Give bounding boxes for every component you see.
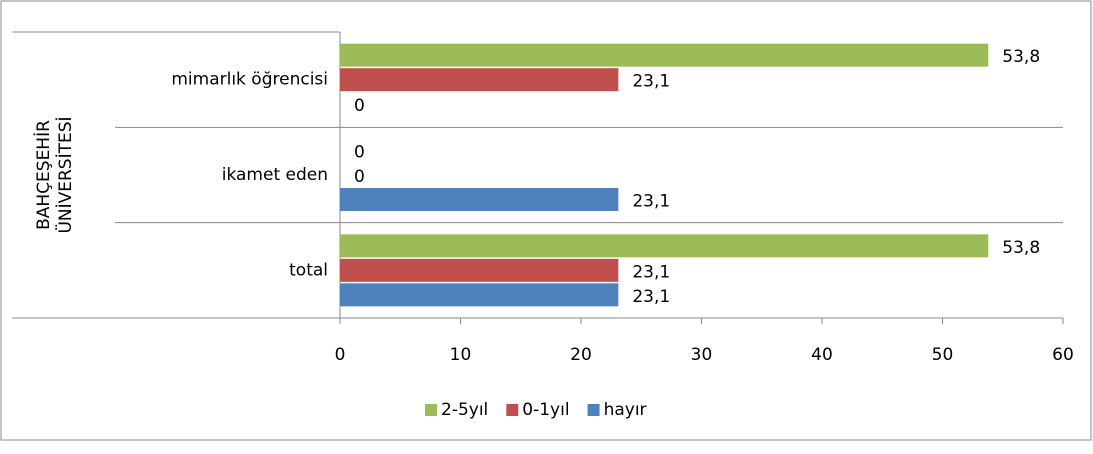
bar [340, 283, 619, 307]
value-label: 23,1 [632, 287, 670, 307]
group-label: BAHÇEŞEHİR ÜNİVERSİTESİ [33, 116, 76, 233]
value-label: 0 [354, 143, 365, 163]
legend-label: 2-5yıl [441, 400, 488, 420]
x-tick-label: 60 [1052, 345, 1074, 365]
bar [340, 188, 619, 211]
y-tick-label: ikamet eden [222, 165, 328, 185]
legend-swatch [425, 404, 437, 416]
bar [340, 234, 989, 258]
value-label: 53,8 [1002, 47, 1040, 67]
legend-swatch [506, 404, 519, 416]
x-tick-label: 0 [335, 345, 346, 365]
value-label: 0 [354, 167, 365, 187]
value-label: 0 [354, 96, 365, 116]
y-tick-label: total [289, 260, 328, 280]
x-tick-label: 10 [450, 345, 472, 365]
bar [340, 68, 619, 92]
value-label: 23,1 [632, 192, 670, 212]
x-tick-label: 40 [811, 345, 833, 365]
chart-frame [0, 0, 1092, 441]
legend-label: 0-1yıl [522, 400, 569, 420]
legend-label: hayır [604, 400, 647, 420]
x-tick-label: 20 [570, 345, 592, 365]
value-label: 23,1 [632, 262, 670, 282]
x-tick-label: 30 [691, 345, 713, 365]
bar [340, 43, 989, 67]
y-tick-label: mimarlık öğrencisi [171, 70, 328, 90]
group-label-line: ÜNİVERSİTESİ [54, 116, 76, 233]
group-label-line: BAHÇEŞEHİR [33, 120, 54, 230]
value-label: 53,8 [1002, 238, 1040, 258]
legend-swatch [587, 404, 600, 416]
value-label: 23,1 [632, 72, 670, 92]
x-tick-label: 50 [932, 345, 954, 365]
bar [340, 258, 619, 282]
